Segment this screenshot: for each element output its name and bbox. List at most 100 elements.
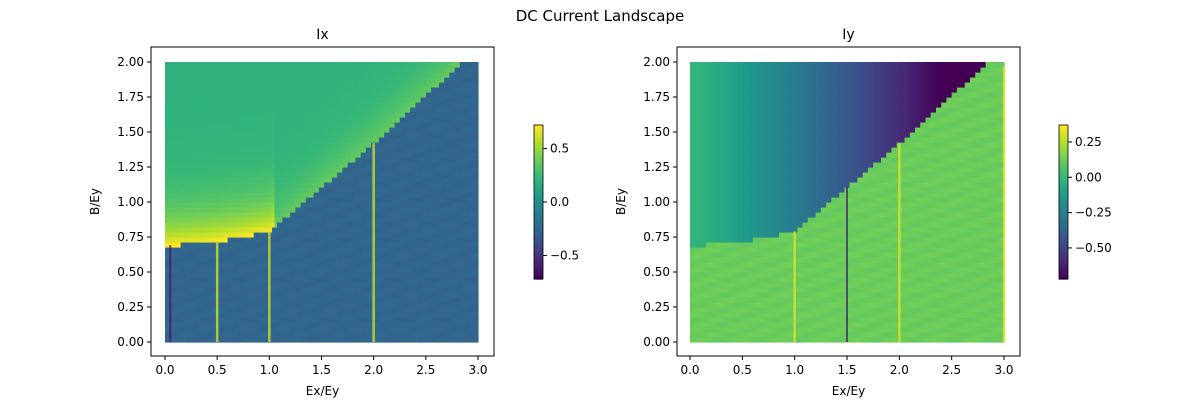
heatmap-cell <box>331 122 336 128</box>
heatmap-cell <box>172 322 177 328</box>
heatmap-cell <box>167 102 171 108</box>
heatmap-cell <box>240 107 244 113</box>
heatmap-cell <box>311 107 315 113</box>
heatmap-cell <box>389 302 393 308</box>
heatmap-cell <box>313 152 317 158</box>
heatmap-cell <box>350 277 354 283</box>
heatmap-cell <box>282 297 286 303</box>
heatmap-cell <box>256 332 260 338</box>
heatmap-cell <box>185 302 190 308</box>
heatmap-cell <box>251 82 255 88</box>
heatmap-cell <box>378 282 383 288</box>
heatmap-cell <box>347 127 351 133</box>
heatmap-cell <box>258 297 263 303</box>
heatmap-cell <box>352 302 357 308</box>
heatmap-cell <box>298 187 302 193</box>
heatmap-cell <box>384 227 388 233</box>
heatmap-cell <box>368 72 372 78</box>
heatmap-cell <box>352 72 357 78</box>
heatmap-cell <box>185 312 190 318</box>
heatmap-cell <box>271 162 276 168</box>
heatmap-cell <box>394 317 398 323</box>
heatmap-cell <box>311 257 315 263</box>
heatmap-cell <box>290 217 294 223</box>
heatmap-cell <box>232 137 237 143</box>
heatmap-cell <box>300 157 304 163</box>
heatmap-cell <box>201 62 205 68</box>
heatmap-cell <box>224 327 229 333</box>
heatmap-cell <box>261 152 265 158</box>
heatmap-cell <box>251 217 255 223</box>
heatmap-cell <box>188 182 192 188</box>
heatmap-cell <box>347 77 351 83</box>
heatmap-cell <box>292 152 297 158</box>
heatmap-cell <box>376 172 380 178</box>
heatmap-cell <box>300 247 304 253</box>
heatmap-cell <box>368 322 372 328</box>
heatmap-cell <box>355 282 359 288</box>
heatmap-cell <box>339 242 343 248</box>
heatmap-cell <box>269 302 273 308</box>
heatmap-cell <box>178 157 182 163</box>
heatmap-cell <box>376 322 380 328</box>
heatmap-cell <box>378 262 383 268</box>
heatmap-cell <box>311 162 315 168</box>
heatmap-cell <box>350 247 354 253</box>
heatmap-cell <box>376 232 380 238</box>
heatmap-cell <box>253 82 257 88</box>
heatmap-cell <box>167 147 171 153</box>
heatmap-cell <box>243 137 247 143</box>
heatmap-cell <box>290 152 294 158</box>
heatmap-cell <box>209 317 213 323</box>
heatmap-cell <box>360 172 364 178</box>
heatmap-cell <box>352 327 357 333</box>
heatmap-cell <box>230 137 234 143</box>
heatmap-cell <box>204 262 208 268</box>
heatmap-cell <box>331 82 336 88</box>
heatmap-cell <box>196 267 200 273</box>
heatmap-cell <box>193 282 197 288</box>
heatmap-cell <box>355 132 359 138</box>
heatmap-cell <box>191 302 195 308</box>
heatmap-cell <box>211 162 216 168</box>
heatmap-cell <box>240 267 244 273</box>
heatmap-cell <box>209 117 213 123</box>
heatmap-cell <box>274 167 278 173</box>
heatmap-cell <box>298 257 302 263</box>
heatmap-cell <box>209 112 213 118</box>
heatmap-cell <box>287 142 291 148</box>
heatmap-cell <box>243 267 247 273</box>
heatmap-cell <box>331 237 336 243</box>
heatmap-cell <box>256 97 260 103</box>
heatmap-cell <box>290 202 294 208</box>
heatmap-cell <box>358 212 362 218</box>
heatmap-cell <box>232 227 237 233</box>
heatmap-cell <box>378 137 383 143</box>
heatmap-cell <box>363 137 367 143</box>
heatmap-cell <box>386 67 390 73</box>
heatmap-cell <box>318 282 323 288</box>
heatmap-cell <box>170 222 174 228</box>
heatmap-cell <box>384 212 388 218</box>
heatmap-cell <box>389 127 393 133</box>
heatmap-cell <box>219 317 223 323</box>
heatmap-cell <box>284 102 289 108</box>
heatmap-cell <box>277 227 281 233</box>
heatmap-cell <box>219 72 223 78</box>
heatmap-cell <box>339 217 343 223</box>
heatmap-cell <box>324 262 328 268</box>
heatmap-cell <box>183 202 187 208</box>
heatmap-cell <box>358 187 362 193</box>
heatmap-cell <box>389 252 393 258</box>
heatmap-cell <box>264 327 268 333</box>
heatmap-cell <box>271 102 276 108</box>
heatmap-cell <box>381 317 385 323</box>
heatmap-cell <box>355 137 359 143</box>
heatmap-cell <box>214 187 218 193</box>
heatmap-cell <box>209 77 213 83</box>
heatmap-cell <box>209 92 213 98</box>
heatmap-cell <box>235 252 239 258</box>
heatmap-cell <box>264 252 268 258</box>
heatmap-cell <box>316 127 320 133</box>
heatmap-cell <box>350 77 354 83</box>
